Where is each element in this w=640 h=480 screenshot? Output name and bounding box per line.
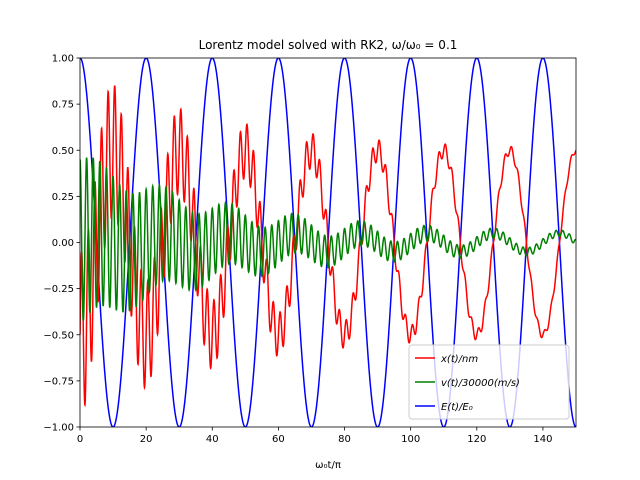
x-tick-label: 80 <box>338 434 351 445</box>
x-tick-label: 60 <box>272 434 285 445</box>
legend-label-0: x(t)/nm <box>440 354 478 365</box>
y-tick-label: 0.75 <box>52 100 74 111</box>
legend-box <box>408 344 570 420</box>
y-tick-label: −1.00 <box>43 423 74 434</box>
legend-label-2: E(t)/E₀ <box>441 402 473 413</box>
y-tick-label: −0.50 <box>43 330 74 341</box>
x-tick-label: 0 <box>77 434 83 445</box>
y-tick-label: 0.25 <box>52 192 74 203</box>
y-tick-label: −0.75 <box>43 376 74 387</box>
y-tick-label: 0.00 <box>52 238 74 249</box>
series-layer <box>80 58 576 427</box>
x-axis-label: ω₀t/π <box>315 460 341 471</box>
x-tick-label: 140 <box>533 434 552 445</box>
chart-title: Lorentz model solved with RK2, ω/ω₀ = 0.… <box>199 38 458 52</box>
x-tick-label: 100 <box>401 434 420 445</box>
legend: x(t)/nm v(t)/30000(m/s) E(t)/E₀ <box>408 344 570 420</box>
y-tick-label: 0.50 <box>52 146 74 157</box>
legend-label-1: v(t)/30000(m/s) <box>441 378 520 389</box>
axes-layer: 0 20 40 60 80 100 120 140 1.00 0.75 0.50 0.25 0.00 −0… <box>43 54 577 445</box>
y-tick-label: 1.00 <box>52 54 74 65</box>
x-tick-label: 120 <box>467 434 486 445</box>
x-tick-label: 20 <box>140 434 153 445</box>
y-tick-label: −0.25 <box>43 284 74 295</box>
series-line-0 <box>80 85 576 408</box>
series-line-1 <box>80 157 576 322</box>
x-tick-label: 40 <box>206 434 219 445</box>
